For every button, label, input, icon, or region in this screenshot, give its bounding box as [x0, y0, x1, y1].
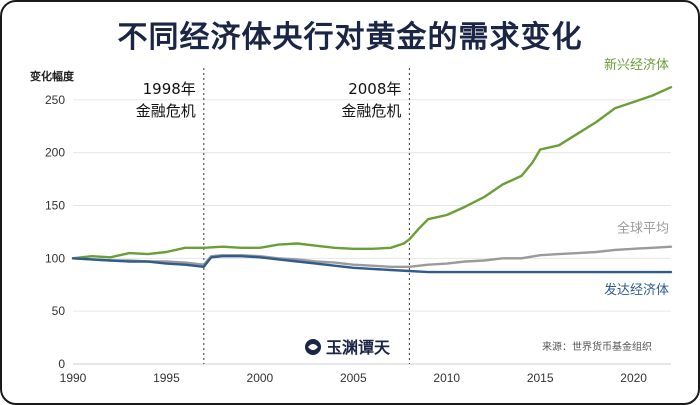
series-line-1 [71, 245, 673, 268]
chart-title: 不同经济体央行对黄金的需求变化 [117, 20, 583, 55]
x-tick-labels: 1990 1995 2000 2005 2010 2015 2020 [60, 371, 648, 385]
y-tick-50: 50 [52, 304, 66, 318]
series-label-2: 发达经济体 [604, 282, 669, 298]
series-line-2 [71, 255, 673, 274]
logo-text: 玉渊谭天 [326, 338, 391, 357]
y-tick-100: 100 [45, 251, 65, 265]
crisis-label-1-1: 金融危机 [341, 102, 401, 120]
y-tick-labels: 0 50 100 150 200 250 [45, 93, 65, 371]
grid-lines [73, 99, 671, 365]
x-tick-2000: 2000 [247, 371, 274, 385]
x-tick-2010: 2010 [433, 371, 460, 385]
y-tick-250: 250 [45, 93, 65, 107]
source-note: 来源：世界货币基金组织 [542, 340, 652, 353]
crisis-label-1-0: 2008年 [348, 80, 401, 98]
logo: 玉渊谭天 [305, 338, 391, 357]
y-tick-150: 150 [45, 199, 65, 213]
crisis-label-0-1: 金融危机 [136, 102, 196, 120]
x-tick-2020: 2020 [620, 371, 647, 385]
x-tick-2015: 2015 [527, 371, 554, 385]
y-tick-200: 200 [45, 146, 65, 160]
logo-swirl-icon [308, 344, 318, 350]
series-lines [71, 86, 673, 274]
y-tick-0: 0 [58, 357, 65, 371]
series-label-1: 全球平均 [617, 221, 669, 237]
x-tick-2005: 2005 [340, 371, 367, 385]
x-tick-1990: 1990 [60, 371, 87, 385]
y-axis-label: 变化幅度 [30, 70, 74, 83]
series-line-0 [71, 86, 673, 260]
series-label-0: 新兴经济体 [604, 57, 669, 73]
crisis-label-0-0: 1998年 [143, 80, 196, 98]
x-tick-1995: 1995 [153, 371, 180, 385]
